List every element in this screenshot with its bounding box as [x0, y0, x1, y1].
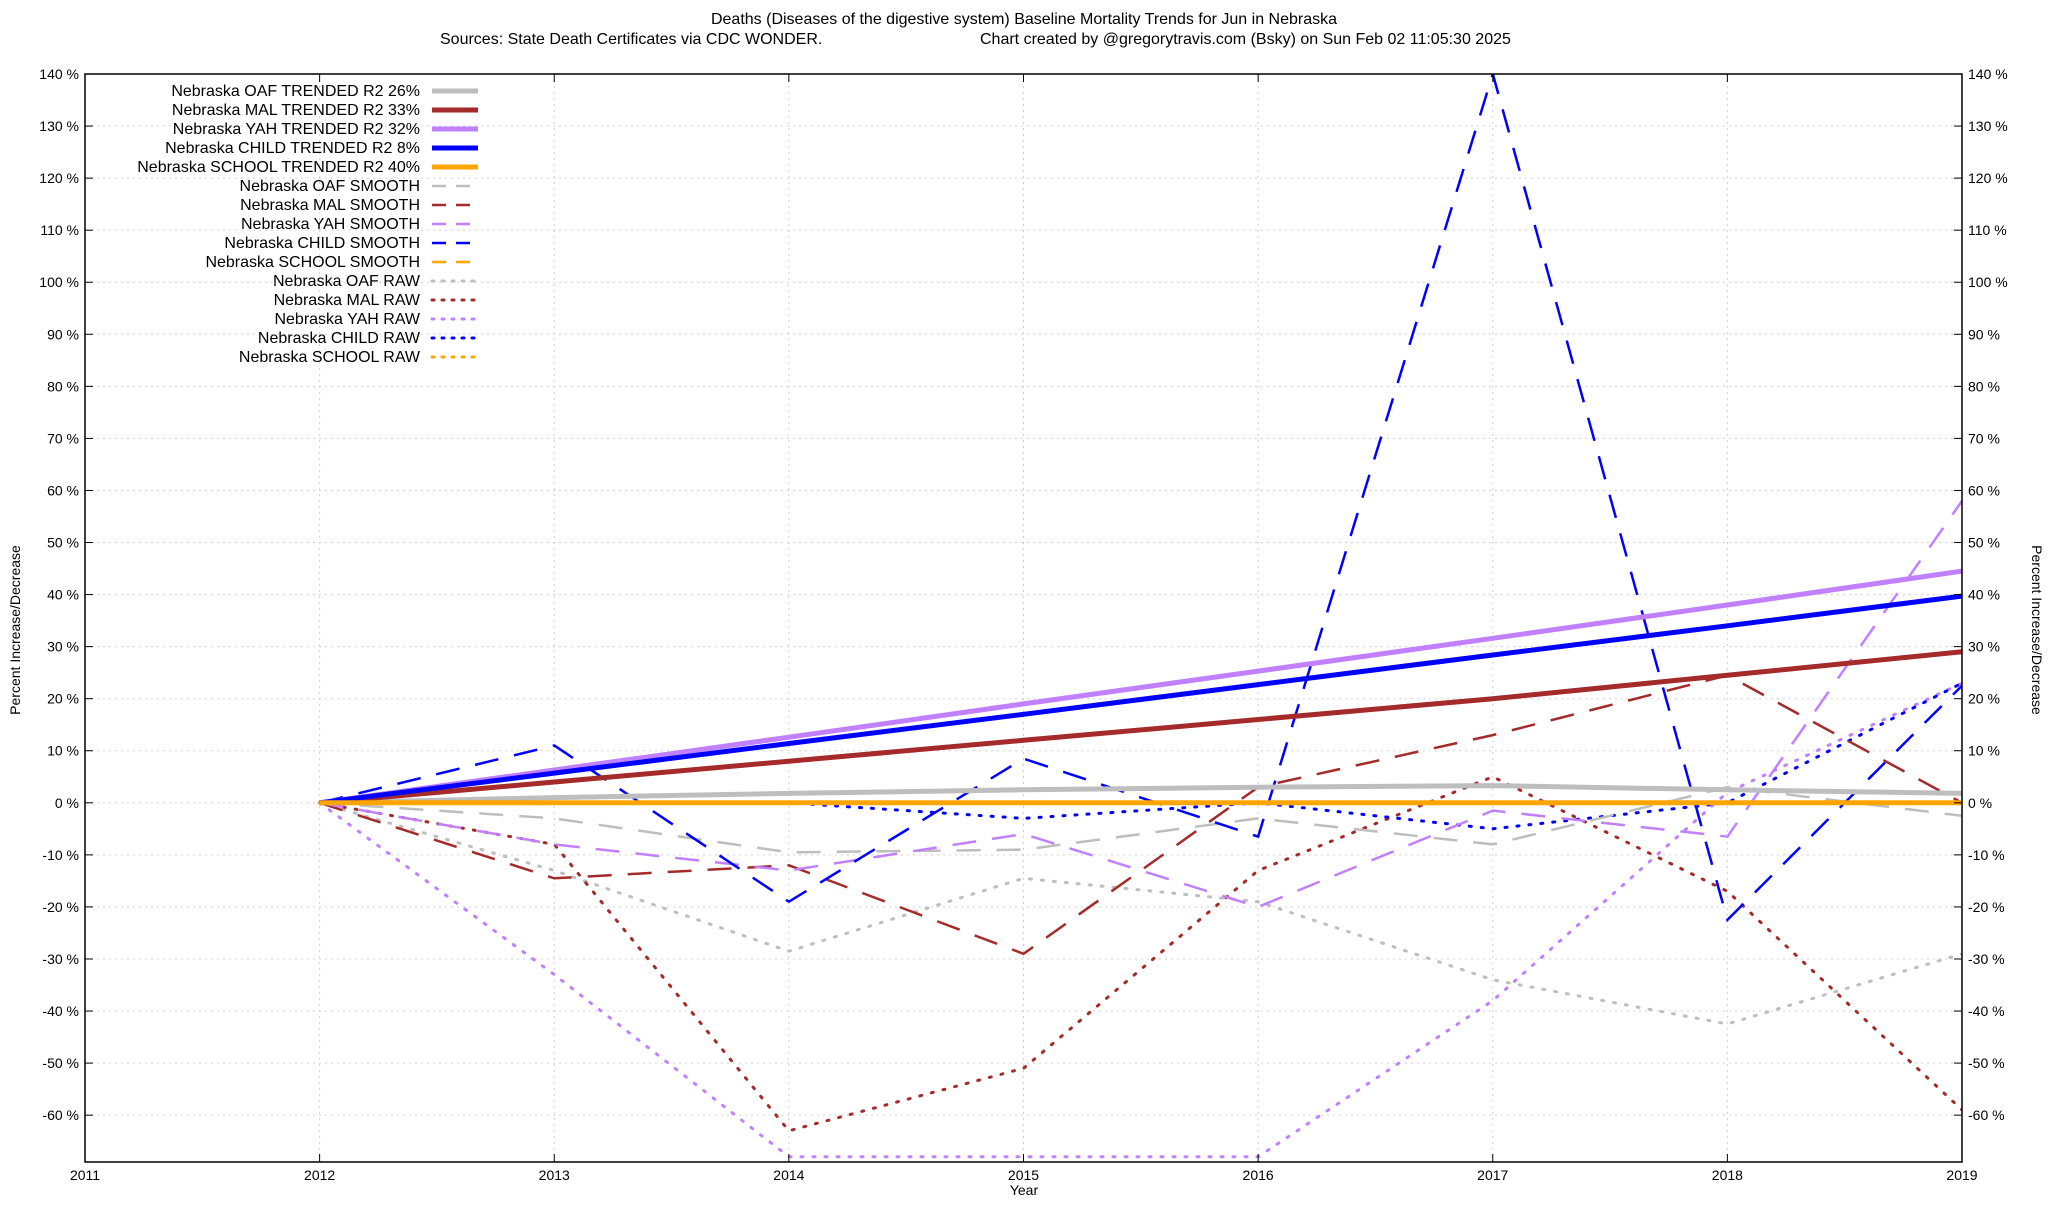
legend-label: Nebraska OAF TRENDED R2 26% [171, 83, 420, 100]
y-tick-label-right: 120 % [1968, 170, 2008, 186]
y-tick-label-right: 30 % [1968, 639, 2000, 655]
legend-label: Nebraska OAF RAW [273, 273, 421, 290]
y-tick-label-right: -50 % [1968, 1055, 2005, 1071]
legend-label: Nebraska YAH TRENDED R2 32% [173, 121, 420, 138]
legend-label: Nebraska YAH RAW [274, 311, 420, 328]
x-tick-label: 2017 [1477, 1167, 1508, 1183]
legend-label: Nebraska CHILD RAW [258, 330, 421, 347]
legend-label: Nebraska MAL TRENDED R2 33% [172, 102, 420, 119]
series-line-7 [319, 500, 1962, 909]
y-tick-label-left: -40 % [42, 1003, 79, 1019]
y-tick-label-left: 110 % [40, 222, 79, 238]
series-line-2 [319, 568, 1962, 806]
series-line-11 [318, 775, 1962, 1133]
series-line-3 [319, 593, 1962, 806]
x-axis-label: Year [1010, 1182, 1039, 1198]
series-line-13 [318, 681, 1962, 831]
y-tick-label-right: 0 % [1968, 795, 1992, 811]
x-tick-label: 2018 [1712, 1167, 1743, 1183]
y-tick-label-left: 40 % [47, 587, 79, 603]
x-tick-label: 2015 [1008, 1167, 1039, 1183]
y-tick-label-left: -30 % [42, 951, 79, 967]
y-tick-label-left: 130 % [39, 118, 79, 134]
legend-label: Nebraska CHILD SMOOTH [224, 235, 420, 252]
y-axis-label-left: Percent Increase/Decrease [7, 545, 23, 715]
y-tick-label-left: -50 % [42, 1055, 79, 1071]
legend: Nebraska OAF TRENDED R2 26% Nebraska MAL … [137, 83, 480, 366]
legend-label: Nebraska SCHOOL TRENDED R2 40% [137, 159, 420, 176]
y-tick-label-left: 20 % [47, 691, 79, 707]
y-tick-label-right: 10 % [1968, 743, 2000, 759]
y-tick-label-left: 90 % [47, 326, 79, 342]
series-line-1 [319, 649, 1962, 806]
y-tick-label-right: -40 % [1968, 1003, 2005, 1019]
x-tick-label: 2012 [304, 1167, 335, 1183]
y-tick-label-left: 140 % [39, 66, 79, 82]
y-tick-label-right: 130 % [1968, 118, 2008, 134]
y-tick-label-left: 100 % [39, 274, 79, 290]
legend-label: Nebraska OAF SMOOTH [240, 178, 420, 195]
y-tick-label-right: 50 % [1968, 535, 2000, 551]
y-tick-label-left: 50 % [47, 535, 79, 551]
y-tick-label-right: 60 % [1968, 482, 2000, 498]
x-tick-label: 2019 [1946, 1167, 1977, 1183]
chart-title: Deaths (Diseases of the digestive system… [711, 11, 1337, 28]
x-tick-label: 2016 [1243, 1167, 1274, 1183]
y-tick-label-left: 120 % [39, 170, 79, 186]
legend-label: Nebraska CHILD TRENDED R2 8% [165, 140, 420, 157]
y-tick-label-left: 0 % [55, 795, 79, 811]
legend-label: Nebraska MAL SMOOTH [240, 197, 420, 214]
y-tick-label-left: 60 % [47, 482, 79, 498]
y-tick-label-left: -20 % [42, 899, 79, 915]
y-tick-label-right: 100 % [1968, 274, 2008, 290]
y-tick-label-right: -60 % [1968, 1107, 2005, 1123]
x-tick-label: 2011 [70, 1167, 100, 1183]
legend-label: Nebraska MAL RAW [274, 292, 421, 309]
x-tick-label: 2013 [539, 1167, 570, 1183]
legend-label: Nebraska YAH SMOOTH [241, 216, 420, 233]
y-tick-label-left: 70 % [47, 430, 79, 446]
series-line-8 [319, 74, 1962, 923]
legend-label: Nebraska SCHOOL RAW [239, 349, 421, 366]
y-tick-label-right: 20 % [1968, 691, 2000, 707]
series-line-0 [319, 783, 1962, 806]
chart-subtitle-source: Sources: State Death Certificates via CD… [440, 31, 822, 48]
series-line-6 [319, 673, 1962, 956]
y-tick-label-right: 70 % [1968, 430, 2000, 446]
y-tick-label-right: -20 % [1968, 899, 2005, 915]
y-axis-label-right: Percent Increase/Decrease [2029, 545, 2045, 715]
x-tick-label: 2014 [773, 1167, 804, 1183]
y-tick-label-left: 30 % [47, 639, 79, 655]
legend-label: Nebraska SCHOOL SMOOTH [205, 254, 420, 271]
axis-layer: 2011 2012 2013 2014 2015 2016 2017 2018 2019 140 … [39, 66, 2007, 1183]
y-tick-label-left: -10 % [42, 847, 79, 863]
series-layer [318, 74, 1962, 1159]
y-tick-label-right: 80 % [1968, 378, 2000, 394]
y-tick-label-left: -60 % [42, 1107, 79, 1123]
y-tick-label-left: 80 % [47, 378, 79, 394]
y-tick-label-right: -10 % [1968, 847, 2005, 863]
chart-subtitle-credit: Chart created by @gregorytravis.com (Bsk… [980, 31, 1511, 48]
y-tick-label-right: 90 % [1968, 326, 2000, 342]
y-tick-label-right: 140 % [1968, 66, 2008, 82]
y-tick-label-left: 10 % [47, 743, 79, 759]
y-tick-label-right: 40 % [1968, 587, 2000, 603]
y-tick-label-right: 110 % [1968, 222, 2007, 238]
series-line-10 [318, 801, 1962, 1026]
series-line-5 [319, 785, 1962, 854]
y-tick-label-right: -30 % [1968, 951, 2005, 967]
